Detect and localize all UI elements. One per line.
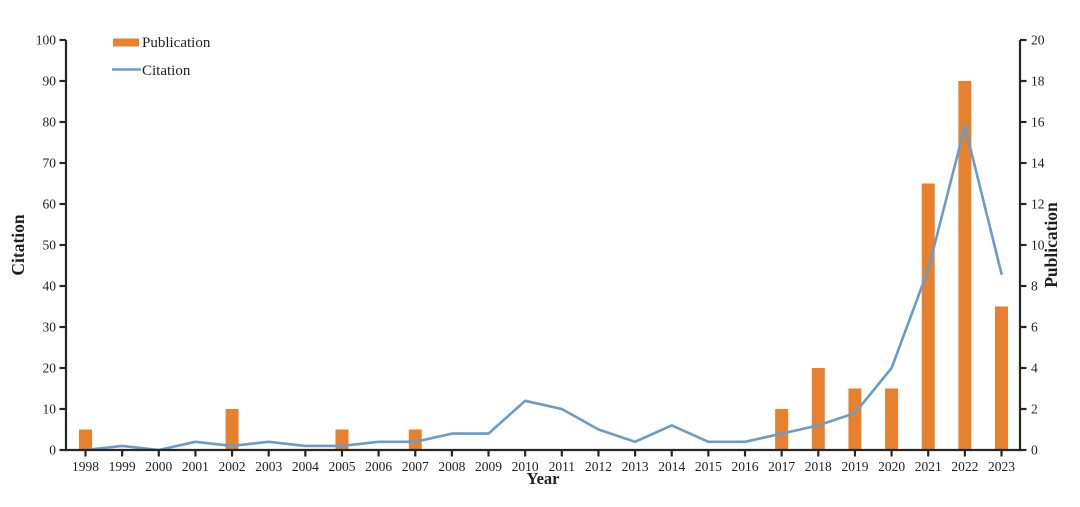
right-tick-label: 2: [1031, 402, 1038, 417]
x-tick-label: 1998: [72, 459, 99, 474]
x-tick-label: 2018: [805, 459, 832, 474]
x-tick-label: 2019: [841, 459, 868, 474]
right-tick-label: 16: [1031, 115, 1045, 130]
x-tick-label: 2008: [438, 459, 465, 474]
left-tick-label: 60: [43, 197, 57, 212]
right-tick-label: 6: [1031, 320, 1038, 335]
x-tick-label: 2020: [878, 459, 905, 474]
left-tick-label: 50: [43, 238, 57, 253]
x-tick-label: 2006: [365, 459, 392, 474]
x-tick-label: 2009: [475, 459, 502, 474]
right-tick-label: 14: [1031, 156, 1045, 171]
publication-bar-2002: [225, 409, 239, 450]
publication-bar-2023: [995, 306, 1008, 450]
x-tick-label: 2022: [951, 459, 978, 474]
x-tick-label: 2021: [915, 459, 942, 474]
right-tick-label: 0: [1031, 443, 1038, 458]
x-tick-label: 2005: [328, 459, 355, 474]
publication-bar-2017: [775, 409, 789, 450]
x-axis-title: Year: [527, 469, 560, 488]
x-tick-label: 2000: [145, 459, 172, 474]
right-tick-label: 8: [1031, 279, 1038, 294]
right-tick-label: 20: [1031, 33, 1045, 48]
left-tick-label: 70: [43, 156, 57, 171]
publication-legend-swatch: [113, 38, 139, 47]
left-tick-label: 40: [43, 279, 57, 294]
x-tick-label: 2010: [512, 459, 539, 474]
x-tick-label: 2003: [255, 459, 282, 474]
publication-bar-2007: [408, 429, 422, 450]
left-tick-label: 30: [43, 320, 57, 335]
left-tick-label: 90: [43, 74, 57, 89]
citation-legend-label: Citation: [142, 63, 191, 79]
publication-legend-label: Publication: [142, 35, 211, 51]
left-tick-label: 10: [43, 402, 57, 417]
right-axis-title: Publication: [1041, 202, 1061, 288]
x-tick-label: 2017: [768, 459, 795, 474]
x-tick-label: 2004: [292, 459, 319, 474]
left-tick-label: 20: [43, 361, 57, 376]
x-tick-label: 2001: [182, 459, 209, 474]
left-tick-label: 80: [43, 115, 57, 130]
publication-bar-2022: [958, 81, 972, 450]
left-tick-label: 0: [49, 443, 56, 458]
x-tick-label: 2012: [585, 459, 612, 474]
citation-line-group: [84, 124, 1003, 452]
right-tick-label: 10: [1031, 238, 1045, 253]
publication-bar-2018: [811, 368, 825, 450]
x-tick-label: 2014: [658, 459, 685, 474]
publication-bar-2021: [921, 183, 935, 450]
citation-line: [84, 124, 1003, 452]
publication-bar-1998: [79, 429, 92, 450]
x-tick-label: 2007: [402, 459, 429, 474]
x-tick-label: 1999: [109, 459, 136, 474]
right-tick-label: 4: [1031, 361, 1038, 376]
x-tick-label: 2023: [988, 459, 1015, 474]
publication-bar-2019: [848, 388, 862, 450]
publication-bar-2020: [885, 388, 899, 450]
axes-group: 0102030405060708090100024681012141618201…: [36, 33, 1045, 475]
right-tick-label: 12: [1031, 197, 1045, 212]
x-tick-label: 2002: [219, 459, 246, 474]
left-axis-title: Citation: [8, 214, 28, 276]
x-tick-label: 2013: [622, 459, 649, 474]
publication-bars-group: [79, 81, 1008, 450]
x-tick-label: 2015: [695, 459, 722, 474]
right-tick-label: 18: [1031, 74, 1045, 89]
x-tick-label: 2011: [549, 459, 576, 474]
left-tick-label: 100: [36, 33, 57, 48]
legend: Publication Citation: [112, 35, 211, 79]
x-tick-label: 2016: [732, 459, 759, 474]
